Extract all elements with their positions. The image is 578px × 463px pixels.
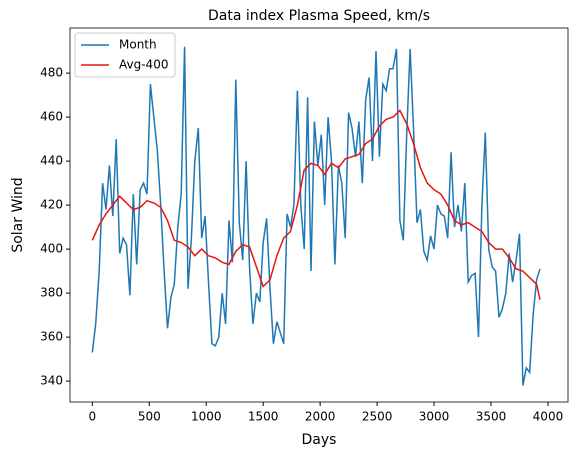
legend-label: Month	[119, 38, 157, 52]
y-tick-label: 400	[40, 242, 63, 256]
x-tick-label: 3500	[476, 410, 507, 424]
series-line	[91, 109, 541, 300]
x-tick-label: 0	[89, 410, 97, 424]
x-tick-label: 4000	[533, 410, 564, 424]
x-tick-label: 1500	[248, 410, 279, 424]
x-tick-label: 2000	[305, 410, 336, 424]
legend-box	[74, 32, 176, 78]
y-tick-label: 420	[40, 198, 63, 212]
chart-title: Data index Plasma Speed, km/s	[208, 8, 430, 24]
x-axis-label: Days	[302, 432, 337, 448]
legend-label: Avg-400	[119, 58, 168, 72]
y-axis-label: Solar Wind	[10, 177, 26, 252]
series-line	[91, 46, 541, 386]
y-tick-label: 380	[40, 286, 63, 300]
x-tick-label: 500	[138, 410, 161, 424]
plot-frame	[69, 27, 569, 403]
y-tick-label: 440	[40, 154, 63, 168]
y-tick-label: 480	[40, 66, 63, 80]
x-tick-label: 2500	[362, 410, 393, 424]
x-tick-label: 3000	[419, 410, 450, 424]
y-tick-label: 340	[40, 374, 63, 388]
x-tick-label: 1000	[191, 410, 222, 424]
y-tick-label: 360	[40, 330, 63, 344]
y-tick-label: 460	[40, 110, 63, 124]
